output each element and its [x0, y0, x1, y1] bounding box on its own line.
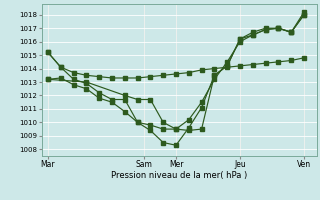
- X-axis label: Pression niveau de la mer( hPa ): Pression niveau de la mer( hPa ): [111, 171, 247, 180]
